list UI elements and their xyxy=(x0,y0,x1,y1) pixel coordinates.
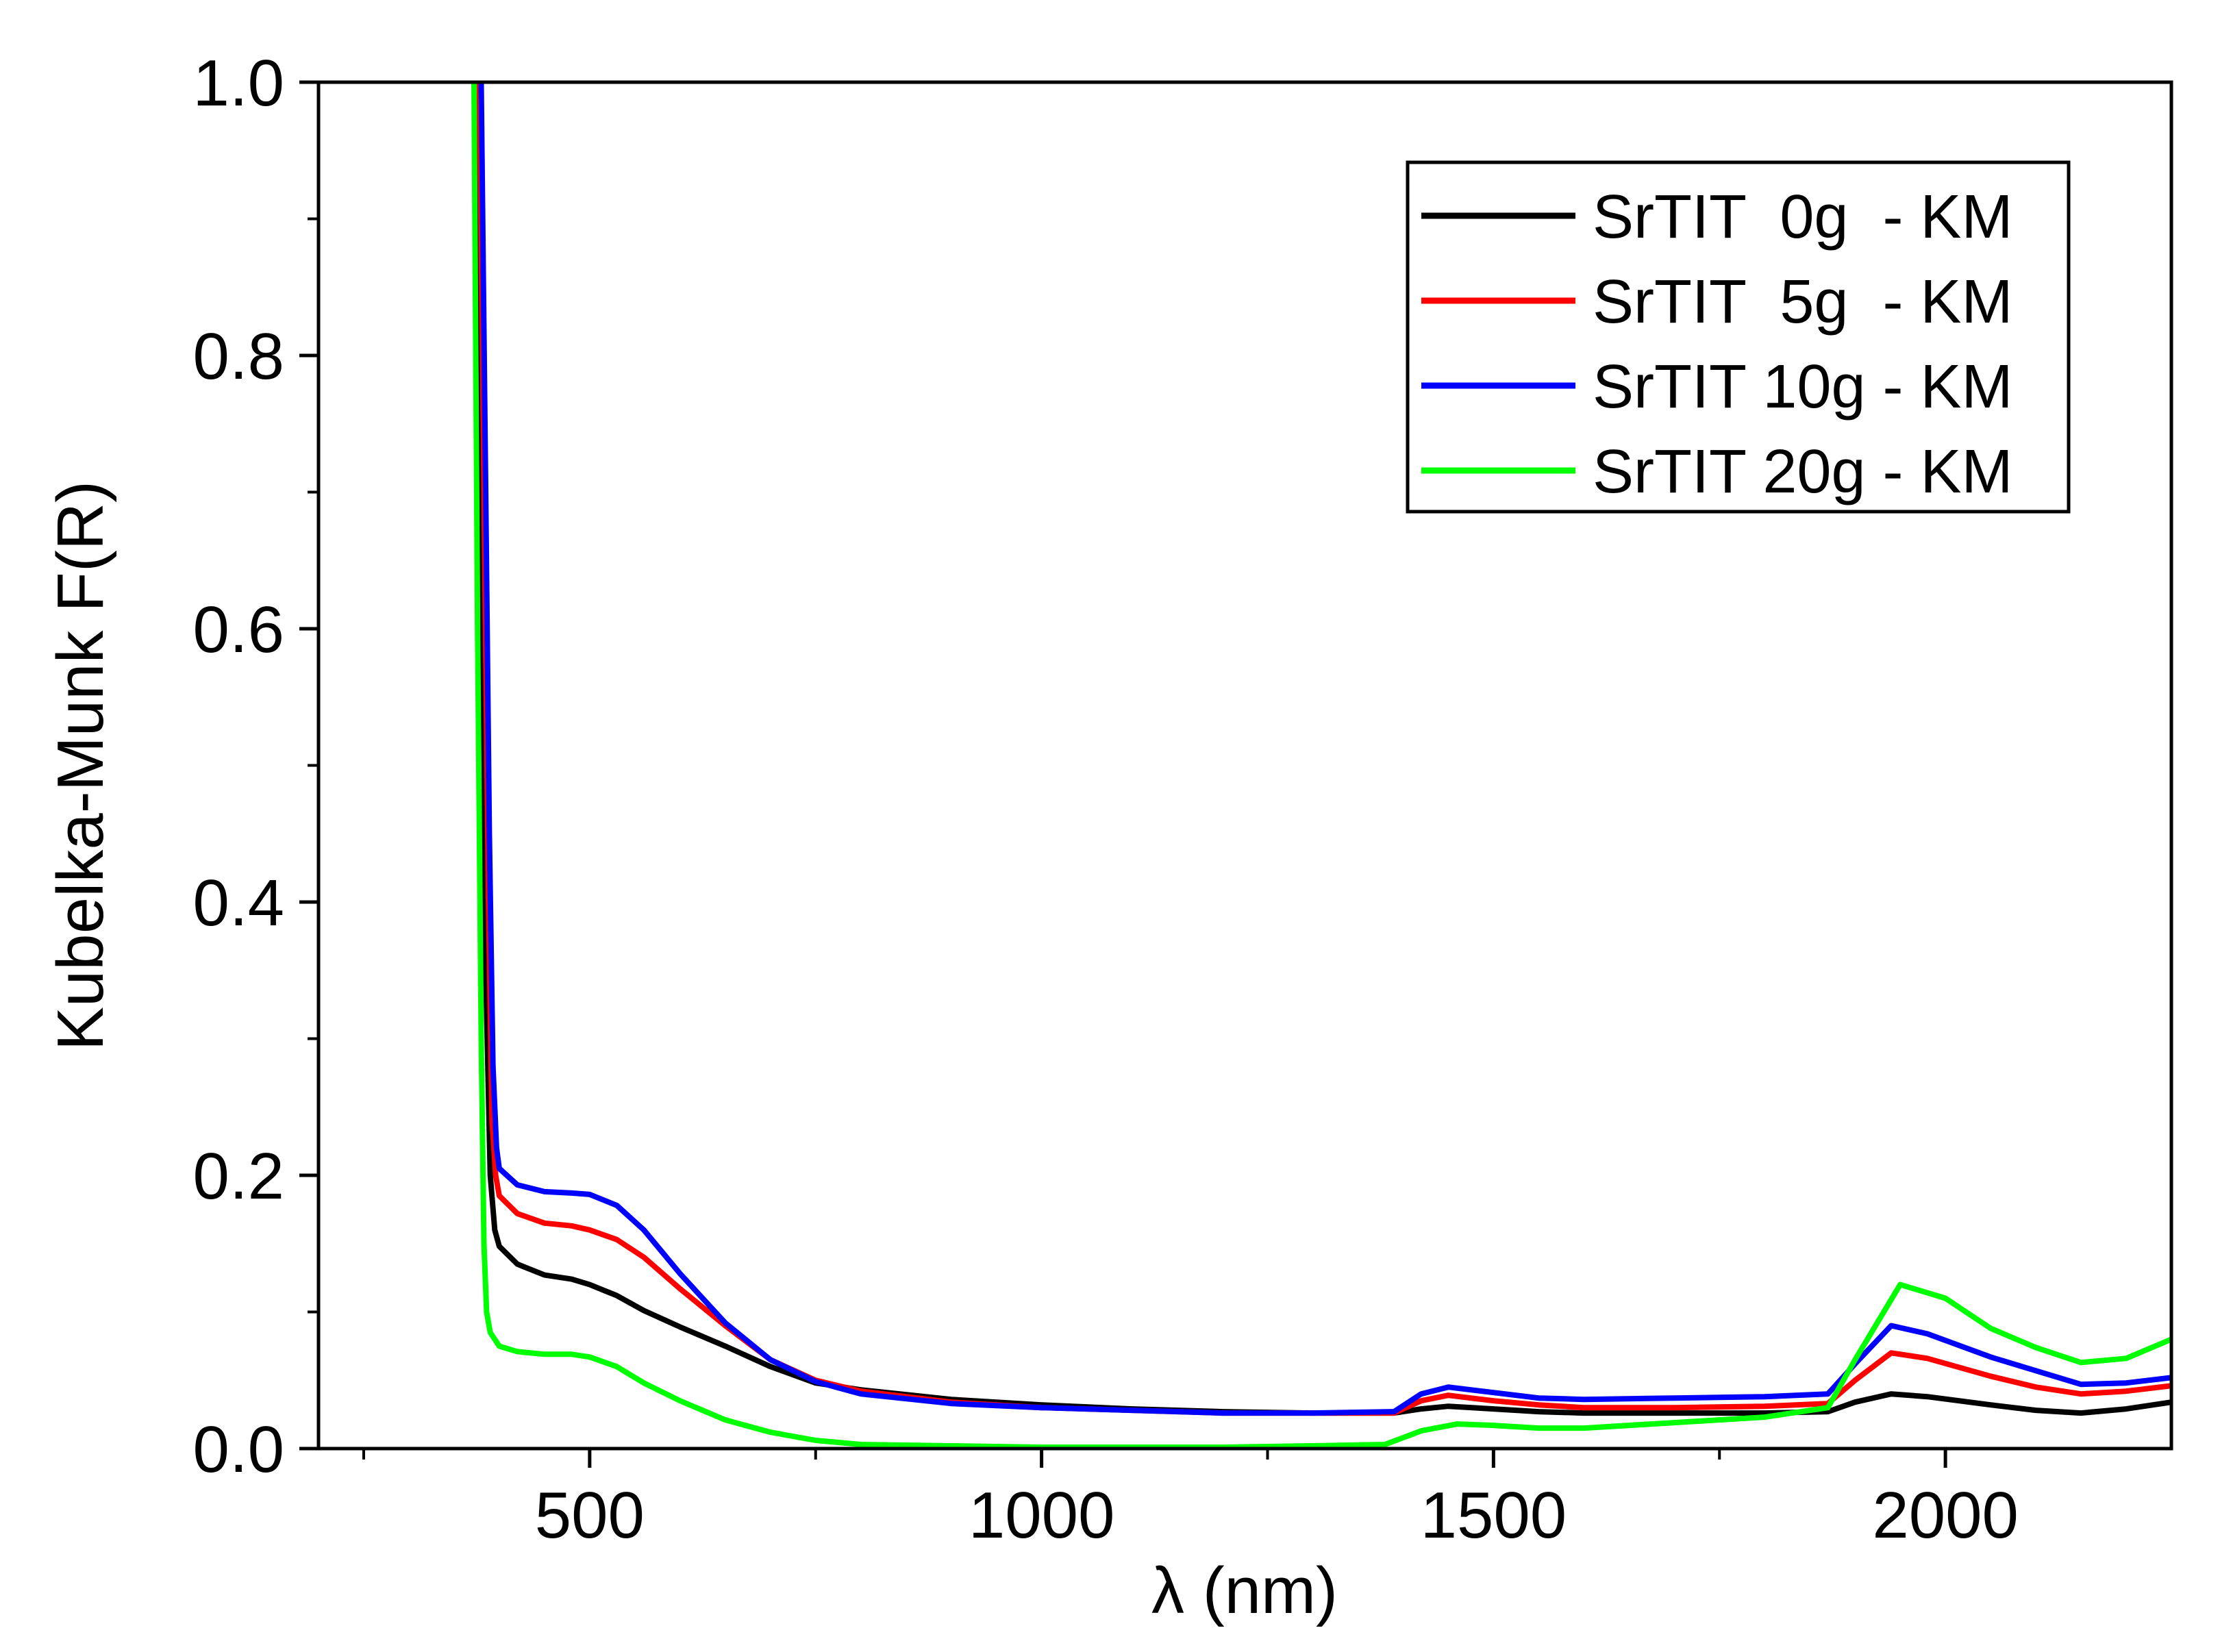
legend-label-0: SrTIT 0g - KM xyxy=(1593,183,2012,251)
y-tick-label: 0.6 xyxy=(193,593,284,666)
legend-label-1: SrTIT 5g - KM xyxy=(1593,268,2012,336)
y-tick-label: 0.0 xyxy=(193,1413,284,1486)
x-tick-label: 2000 xyxy=(1872,1479,2019,1552)
y-tick-label: 0.2 xyxy=(193,1140,284,1213)
x-tick-label: 1500 xyxy=(1421,1479,1567,1552)
y-tick-label: 0.8 xyxy=(193,320,284,393)
ticks-layer: 500 1000 1500 2000 0.0 0.2 0.4 0.6 0.8 1.0 xyxy=(193,47,2019,1552)
y-tick-label: 1.0 xyxy=(193,47,284,120)
y-axis-title: Kubelka-Munk F(R) xyxy=(44,481,117,1051)
legend-label-3: SrTIT 20g - KM xyxy=(1593,438,2012,506)
x-tick-label: 500 xyxy=(535,1479,645,1552)
legend: SrTIT 0g - KM SrTIT 5g - KM SrTIT 10g - KM… xyxy=(1406,160,2071,514)
y-tick-label: 0.4 xyxy=(193,866,284,940)
legend-label-2: SrTIT 10g - KM xyxy=(1593,353,2012,421)
x-tick-label: 1000 xyxy=(969,1479,1115,1552)
series-line-2 xyxy=(478,82,2171,1416)
legend-box xyxy=(1406,160,2071,514)
x-axis-title: λ (nm) xyxy=(1151,1554,1338,1627)
